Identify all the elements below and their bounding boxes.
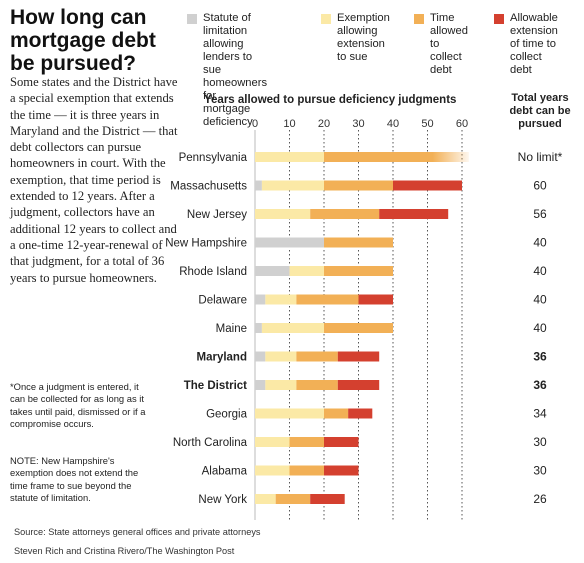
total-years-value: 26 <box>533 492 547 506</box>
total-years-value: 56 <box>533 207 547 221</box>
category-label: Massachusetts <box>170 181 247 193</box>
bar-segment <box>310 209 380 219</box>
source-note: Source: State attorneys general offices … <box>14 527 261 537</box>
category-label: New York <box>198 494 247 506</box>
bar-segment <box>255 323 262 333</box>
bar-segment <box>348 408 373 419</box>
bar-segment <box>324 437 359 447</box>
bar-segment <box>255 152 324 162</box>
category-label: Delaware <box>198 295 247 307</box>
headline-line: mortgage debt <box>10 29 156 52</box>
bar-segment <box>255 437 290 447</box>
bar-segment <box>337 351 380 362</box>
bar-segment <box>275 494 311 504</box>
legend-label: Exemption allowing extension to sue <box>337 12 390 63</box>
intro-text: Some states and the District have a spec… <box>10 75 178 285</box>
bar-segment <box>261 180 324 191</box>
bar-segment <box>324 266 393 276</box>
x-tick-label: 40 <box>387 118 399 130</box>
bar-segment <box>261 323 324 333</box>
total-years-value: 40 <box>533 321 547 335</box>
bar-segment <box>255 351 266 362</box>
bar-segment <box>324 408 349 419</box>
bar-segment <box>255 465 290 476</box>
credit-line: Steven Rich and Cristina Rivero/The Wash… <box>14 546 235 556</box>
category-label: North Carolina <box>173 437 248 449</box>
bar-segment <box>255 266 290 276</box>
legend-label: Statute of limitation allowing lenders to… <box>203 12 268 128</box>
bar-segment <box>324 180 393 191</box>
chart-title: Years allowed to pursue deficiency judgm… <box>204 94 457 106</box>
category-label: The District <box>184 380 247 392</box>
bar-segment <box>324 237 393 248</box>
total-years-value: 36 <box>533 378 547 392</box>
total-years-value: 34 <box>533 407 547 421</box>
category-label: New Jersey <box>187 209 247 221</box>
category-label: Rhode Island <box>179 266 247 278</box>
bar-segment <box>265 351 297 362</box>
total-years-value: No limit* <box>518 150 563 164</box>
x-tick-label: 10 <box>283 118 295 130</box>
bar-segment <box>324 152 469 162</box>
bar-segment <box>255 294 266 305</box>
legend-label: Time allowed to collect debt <box>430 12 468 76</box>
bar-segment <box>393 180 462 191</box>
total-years-header: Total years debt can be pursued <box>509 92 571 130</box>
footnote: *Once a judgment is entered, it can be c… <box>10 381 146 429</box>
bar-segment <box>289 437 324 447</box>
x-tick-label: 50 <box>421 118 433 130</box>
bar-segment <box>324 465 359 476</box>
total-years-value: 30 <box>533 464 547 478</box>
bar-segment <box>255 237 324 248</box>
category-label: Maine <box>216 323 247 335</box>
bar-segment <box>379 209 449 219</box>
bar-segment <box>310 494 345 504</box>
bar-segment <box>255 209 311 219</box>
bar-segment <box>296 380 338 390</box>
legend-swatch <box>414 14 424 24</box>
x-tick-label: 30 <box>352 118 364 130</box>
total-years-value: 60 <box>533 179 547 193</box>
bar-segment <box>255 408 324 419</box>
bar-segment <box>255 494 276 504</box>
bar-segment <box>324 323 393 333</box>
bar-segment <box>296 294 359 305</box>
bar-segment <box>255 180 262 191</box>
bar-segment <box>296 351 338 362</box>
total-years-value: 40 <box>533 264 547 278</box>
bar-segment <box>358 294 393 305</box>
x-tick-label: 60 <box>456 118 468 130</box>
total-years-value: 40 <box>533 236 547 250</box>
legend-swatch <box>494 14 504 24</box>
x-tick-label: 20 <box>318 118 330 130</box>
legend-label: Allowable extension of time to collect debt <box>510 12 558 76</box>
bar-segment <box>255 380 266 390</box>
bar-segment <box>265 294 297 305</box>
bar-segment <box>337 380 380 390</box>
total-years-value: 36 <box>533 350 547 364</box>
headline: How long can mortgage debt be pursued? <box>10 6 180 75</box>
category-label: Georgia <box>206 409 248 421</box>
category-label: Pennsylvania <box>179 152 248 164</box>
category-label: Alabama <box>202 466 248 478</box>
legend-swatch <box>321 14 331 24</box>
headline-line: be pursued? <box>10 52 137 75</box>
total-years-value: 30 <box>533 435 547 449</box>
new-hampshire-note: NOTE: New Hampshire's exemption does not… <box>10 455 139 503</box>
bar-segment <box>289 266 324 276</box>
total-years-value: 40 <box>533 293 547 307</box>
headline-line: How long can <box>10 6 147 29</box>
category-label: Maryland <box>197 352 248 364</box>
legend-swatch <box>187 14 197 24</box>
bar-segment <box>289 465 324 476</box>
bar-segment <box>265 380 297 390</box>
